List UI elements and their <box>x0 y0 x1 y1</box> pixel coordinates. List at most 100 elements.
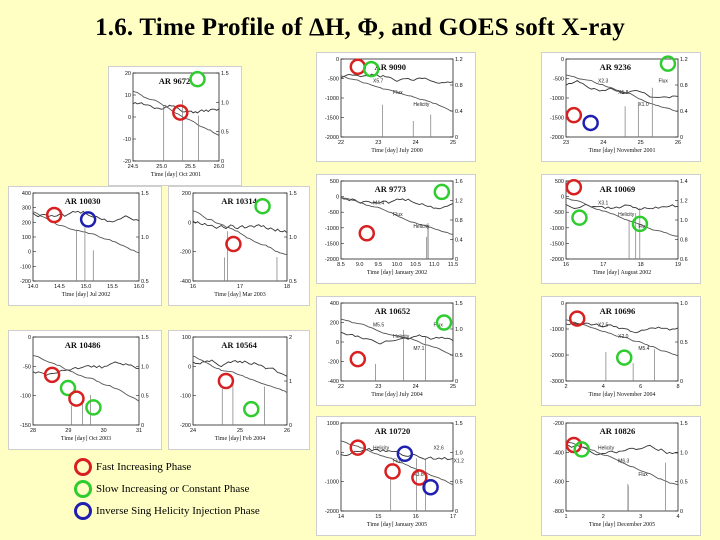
curve-annotation: Flux <box>658 78 668 84</box>
y-tick-label: -10 <box>123 137 131 143</box>
region-label: AR 10696 <box>600 306 636 316</box>
panel-plot: 100 0 -100 -200 2 1 0 24 25 26 Time [day] Feb 2004… <box>180 335 292 442</box>
region-label: AR 10030 <box>65 196 101 206</box>
panel-plot: 400 300 200 100 0 -100 -200 1.5 1.0 0.5 14.0 14.5 15… <box>20 191 149 298</box>
panel-plot: 0 -500 -1000 -1500 -2000 1.2 0.8 0.4 0 22 23 24 25 Ti… <box>325 57 463 154</box>
y2-tick-label: 1.0 <box>455 450 463 456</box>
curve-annotation: Flux <box>638 472 648 478</box>
y-tick-label: -2000 <box>550 135 564 141</box>
x-tick-label: 24 <box>190 428 196 434</box>
phase-marker-slow <box>615 349 633 366</box>
flux-curve <box>340 75 454 112</box>
y-tick-label: -600 <box>553 480 564 486</box>
panel-ar9090: 0 -500 -1000 -1500 -2000 1.2 0.8 0.4 0 22 23 24 25 Ti… <box>316 52 476 162</box>
panel-plot: 400 200 0 -200 -400 1.5 1.0 0.5 0 22 23 24 25 Time [d… <box>328 301 463 398</box>
phase-marker-slow <box>659 55 677 72</box>
phase-marker-fast <box>349 58 367 76</box>
y2-tick-label: 1.0 <box>141 364 149 370</box>
phase-marker-slow <box>189 70 206 88</box>
y-tick-label: 0 <box>28 335 31 341</box>
x-tick-label: 17 <box>450 514 456 520</box>
flux-curve <box>340 440 454 486</box>
x-tick-label: 23 <box>563 140 569 146</box>
region-label: AR 10826 <box>600 426 636 436</box>
x-tick-label: 24 <box>413 140 419 146</box>
y2-tick-label: 0.5 <box>680 480 688 486</box>
y-tick-label: -100 <box>180 394 191 400</box>
y-tick-label: -2000 <box>550 257 564 263</box>
region-label: AR 9090 <box>375 62 406 72</box>
y2-tick-label: 0 <box>141 423 144 429</box>
panel-ar10314: 200 0 -200 -400 1.5 1.0 0.5 16 17 18 Time [day] Ma… <box>168 186 310 306</box>
x-tick-label: 22 <box>338 140 344 146</box>
x-tick-label: 26.0 <box>214 164 225 170</box>
curve-annotation: Flux <box>393 212 403 218</box>
helicity-curve <box>565 322 679 334</box>
flux-curve <box>340 318 454 357</box>
x-axis-label: Time [day] July 2004 <box>371 392 423 398</box>
y-tick-label: 0 <box>561 301 564 307</box>
y-tick-label: 300 <box>22 206 31 212</box>
curve-annotation: Flux <box>393 90 403 96</box>
curve-annotation: X3.1 <box>598 200 609 206</box>
y-tick-label: -1500 <box>325 116 339 122</box>
y-tick-label: -1500 <box>550 116 564 122</box>
x-tick-label: 15.0 <box>81 284 92 290</box>
region-label: AR 10486 <box>65 340 101 350</box>
helicity-curve <box>340 331 454 345</box>
y-tick-label: -500 <box>553 77 564 83</box>
y-tick-label: -150 <box>20 423 31 429</box>
panel-plot: -200 -400 -600 -800 1.5 1.0 0.5 0 1 2 3 4 Time [day]… <box>553 421 688 528</box>
y2-tick-label: 0.5 <box>289 279 297 285</box>
y2-tick-label: 1.5 <box>221 71 229 77</box>
y2-tick-label: 0.4 <box>455 109 463 115</box>
panel-ar10069: 500 0 -500 -1000 -1500 -2000 1.4 1.2 1.0 0.8 0.6 16… <box>541 174 701 284</box>
y2-tick-label: 1.4 <box>680 179 688 185</box>
helicity-curve <box>192 359 288 377</box>
y-tick-label: -50 <box>23 364 31 370</box>
helicity-curve <box>340 73 454 84</box>
y-tick-label: 0 <box>336 450 339 456</box>
y2-tick-label: 0 <box>455 135 458 141</box>
phase-marker-fast <box>349 439 367 456</box>
x-tick-label: 17 <box>237 284 243 290</box>
x-tick-label: 25 <box>450 140 456 146</box>
y-tick-label: -1000 <box>325 226 339 232</box>
phase-marker-slow <box>573 441 590 458</box>
y-tick-label: -1500 <box>550 241 564 247</box>
y-tick-label: 20 <box>125 71 131 77</box>
y-tick-label: 0 <box>336 57 339 63</box>
x-tick-label: 16 <box>413 514 419 520</box>
panel-ar10030: 400 300 200 100 0 -100 -200 1.5 1.0 0.5 14.0 14.5 15… <box>8 186 162 306</box>
y-tick-label: 400 <box>330 301 339 307</box>
y2-tick-label: 0.8 <box>455 83 463 89</box>
y2-tick-label: 1.5 <box>289 191 297 197</box>
phase-marker-slow <box>59 379 77 397</box>
y-tick-label: -2000 <box>550 353 564 359</box>
phase-marker-fast <box>411 469 428 486</box>
x-tick-label: 9.5 <box>375 262 383 268</box>
x-tick-label: 10.5 <box>410 262 421 268</box>
x-tick-label: 19 <box>675 262 681 268</box>
x-tick-label: 15 <box>375 514 381 520</box>
phase-marker-slow <box>254 197 271 215</box>
y-tick-label: -200 <box>553 421 564 427</box>
x-axis-label: Time [day] Oct 2001 <box>151 172 201 178</box>
y-tick-label: -800 <box>553 509 564 515</box>
y-tick-label: -500 <box>328 210 339 216</box>
y-tick-label: 200 <box>182 191 191 197</box>
y-tick-label: -400 <box>328 379 339 385</box>
x-tick-label: 23 <box>375 384 381 390</box>
y-tick-label: -100 <box>20 394 31 400</box>
y-tick-label: -1000 <box>325 96 339 102</box>
panel-ar9773: 500 0 -500 -1000 -1500 -2000 1.6 1.2 0.8 0.4 0 8.5 9… <box>316 174 476 284</box>
panel-plot: 500 0 -500 -1000 -1500 -2000 1.4 1.2 1.0 0.8 0.6 16… <box>550 178 688 276</box>
x-axis-label: Time [day] Mar 2003 <box>214 292 266 298</box>
y-tick-label: -3000 <box>550 379 564 385</box>
x-tick-label: 24.5 <box>128 164 139 170</box>
y-tick-label: 1000 <box>327 421 339 427</box>
y-tick-label: -200 <box>180 250 191 256</box>
x-axis-label: Time [day] January 2005 <box>367 522 427 528</box>
y-tick-label: 0 <box>128 115 131 121</box>
curve-annotation: Helicity <box>373 445 390 451</box>
